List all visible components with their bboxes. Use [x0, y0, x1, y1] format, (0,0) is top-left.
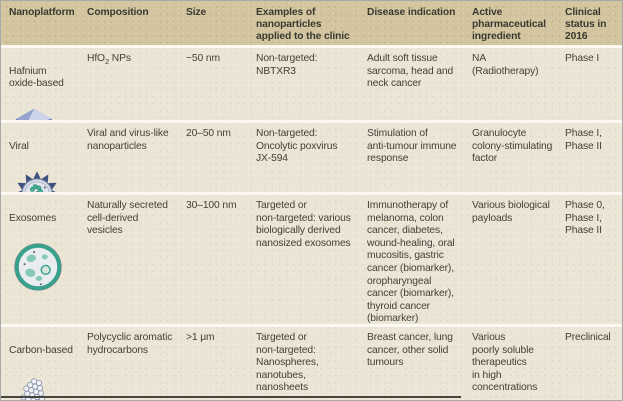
- composition-cell: Naturally secreted cell-derived vesicles: [87, 200, 168, 237]
- platform-label: Carbon-based: [9, 344, 73, 356]
- column-header-disease: Disease indication: [367, 7, 456, 18]
- column-header-ingredient: Active pharmaceutical ingredient: [472, 7, 546, 43]
- table-row: Hafnium oxide-based HfO2 NPs ~50 nm Non-…: [1, 48, 622, 150]
- platform-cell: Exosomes: [1, 195, 79, 326]
- row-divider: [1, 45, 622, 48]
- platform-label: Hafnium oxide-based: [9, 65, 64, 90]
- ingredient-cell: Granulocyte colony-stimulating factor: [472, 128, 553, 165]
- disease-cell: Stimulation of anti-tumour immune respon…: [367, 128, 457, 165]
- examples-cell: Non-targeted: Oncolytic poxvirus JX-594: [256, 128, 338, 165]
- disease-cell: Adult soft tissue sarcoma, head and neck…: [367, 53, 454, 90]
- ingredient-cell: NA (Radiotherapy): [472, 53, 539, 77]
- disease-cell: Immunotherapy of melanoma, colon cancer,…: [367, 200, 455, 325]
- size-cell: 20–50 nm: [186, 128, 231, 139]
- table-row: Exosomes Naturally secreted cell-derived…: [1, 195, 622, 324]
- platform-label: Exosomes: [9, 212, 57, 224]
- column-header-status: Clinical status in 2016: [565, 7, 607, 43]
- table-header-row: Nanoplatform Composition Size Examples o…: [1, 1, 622, 45]
- ingredient-cell: Various poorly soluble therapeutics in h…: [472, 332, 538, 394]
- column-header-nanoplatform: Nanoplatform: [9, 7, 75, 18]
- composition-cell: Viral and virus-like nanoparticles: [87, 128, 169, 152]
- size-cell: ~50 nm: [186, 53, 220, 64]
- status-cell: Phase 0, Phase I, Phase II: [565, 200, 605, 237]
- examples-cell: Targeted or non-targeted: various biolog…: [256, 200, 351, 249]
- exosome-icon: [13, 229, 76, 296]
- composition-cell: Polycyclic aromatic hydrocarbons: [87, 332, 173, 356]
- ingredient-cell: Various biological payloads: [472, 200, 550, 224]
- row-divider: [1, 192, 622, 195]
- examples-cell: Non-targeted: NBTXR3: [256, 53, 318, 77]
- table-bottom-rule: [1, 396, 461, 398]
- row-divider: [1, 120, 622, 123]
- status-cell: Phase I: [565, 53, 600, 64]
- platform-label: Viral: [9, 140, 29, 152]
- table-row: Viral: [1, 123, 622, 217]
- column-header-composition: Composition: [87, 7, 149, 18]
- composition-cell: HfO2 NPs: [87, 53, 131, 67]
- disease-cell: Breast cancer, lung cancer, other solid …: [367, 332, 453, 369]
- platform-cell: Carbon-based: [1, 327, 79, 400]
- size-cell: 30–100 nm: [186, 200, 237, 211]
- table-row: Carbon-based: [1, 327, 622, 400]
- status-cell: Preclinical: [565, 332, 611, 343]
- status-cell: Phase I, Phase II: [565, 128, 602, 152]
- column-header-examples: Examples of nanoparticles applied to the…: [256, 7, 350, 43]
- examples-cell: Targeted or non-targeted: Nanospheres, n…: [256, 332, 319, 394]
- column-header-size: Size: [186, 7, 207, 18]
- row-divider: [1, 324, 622, 327]
- subscript: 2: [104, 57, 110, 67]
- size-cell: >1 μm: [186, 332, 215, 343]
